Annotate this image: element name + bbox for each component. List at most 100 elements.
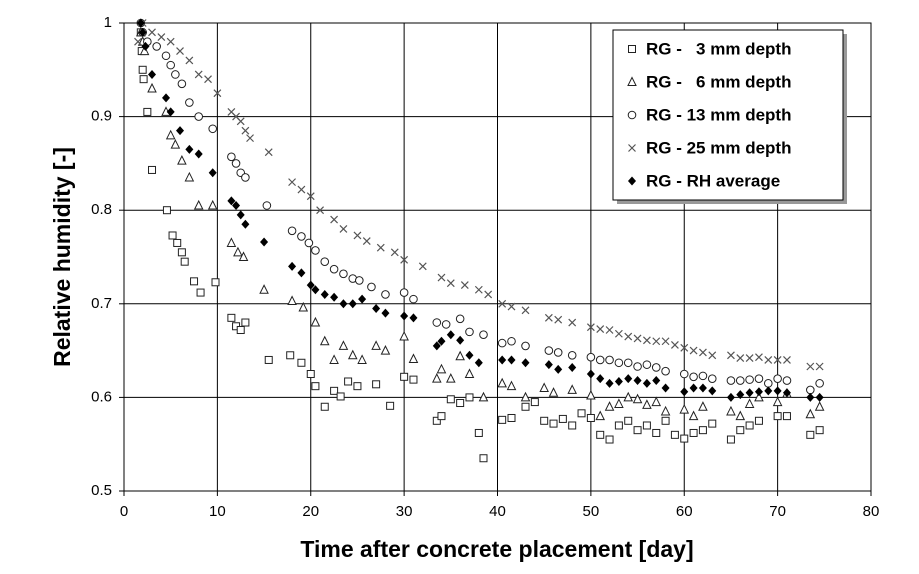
point bbox=[688, 410, 699, 421]
point bbox=[586, 369, 595, 379]
point bbox=[297, 185, 306, 194]
point bbox=[446, 395, 455, 404]
point bbox=[259, 284, 269, 294]
x-tick-label: 0 bbox=[120, 503, 128, 520]
point bbox=[544, 360, 553, 370]
point bbox=[286, 351, 295, 360]
y-tick-label: 0.5 bbox=[91, 482, 112, 499]
point bbox=[586, 413, 595, 422]
legend-marker bbox=[628, 176, 636, 186]
point bbox=[330, 292, 339, 302]
point bbox=[605, 378, 614, 388]
point bbox=[162, 93, 171, 103]
point bbox=[465, 350, 474, 360]
point bbox=[437, 336, 446, 346]
point bbox=[446, 279, 455, 288]
point bbox=[161, 51, 171, 61]
point bbox=[148, 165, 157, 174]
point bbox=[329, 264, 339, 274]
point bbox=[596, 325, 605, 333]
point bbox=[652, 428, 661, 437]
point bbox=[176, 47, 184, 56]
point bbox=[381, 290, 390, 299]
point bbox=[170, 139, 181, 149]
point bbox=[138, 65, 147, 74]
point bbox=[260, 237, 269, 247]
point bbox=[204, 75, 212, 84]
point bbox=[162, 206, 171, 215]
point bbox=[698, 371, 708, 381]
point bbox=[304, 238, 314, 248]
point bbox=[652, 376, 661, 386]
point bbox=[680, 343, 689, 352]
legend-label: RG - 25 mm depth bbox=[646, 138, 791, 157]
point bbox=[262, 201, 272, 210]
point bbox=[815, 362, 824, 371]
point bbox=[139, 75, 148, 84]
point bbox=[754, 391, 764, 402]
x-tick-label: 60 bbox=[676, 503, 693, 520]
point bbox=[432, 318, 442, 327]
point bbox=[400, 255, 409, 264]
point bbox=[745, 388, 754, 398]
point bbox=[408, 353, 419, 364]
point bbox=[605, 326, 614, 334]
point bbox=[689, 428, 698, 437]
point bbox=[614, 421, 623, 430]
point bbox=[456, 335, 465, 345]
point bbox=[185, 56, 194, 65]
point bbox=[241, 126, 250, 135]
point bbox=[782, 388, 791, 398]
point bbox=[530, 398, 539, 407]
point bbox=[134, 37, 142, 46]
point bbox=[708, 419, 717, 428]
legend bbox=[612, 29, 844, 201]
point bbox=[764, 356, 773, 364]
point bbox=[147, 82, 157, 93]
point bbox=[507, 336, 516, 346]
point bbox=[670, 341, 679, 349]
point bbox=[544, 346, 554, 355]
point bbox=[497, 377, 507, 388]
point bbox=[479, 330, 488, 339]
point bbox=[166, 60, 175, 70]
point bbox=[372, 303, 381, 313]
point bbox=[632, 393, 643, 404]
point bbox=[311, 382, 320, 391]
point bbox=[642, 378, 651, 388]
point bbox=[754, 387, 763, 397]
point bbox=[544, 313, 553, 322]
point bbox=[465, 393, 474, 402]
point bbox=[380, 344, 391, 355]
point bbox=[698, 383, 707, 393]
point bbox=[540, 416, 549, 425]
point bbox=[399, 330, 409, 341]
point bbox=[456, 399, 465, 408]
point bbox=[745, 375, 754, 384]
point bbox=[699, 348, 707, 357]
point bbox=[586, 352, 596, 362]
point bbox=[376, 243, 385, 252]
point bbox=[400, 372, 409, 381]
x-tick-label: 80 bbox=[863, 503, 880, 520]
point bbox=[624, 332, 633, 341]
point bbox=[320, 257, 330, 266]
legend-marker bbox=[628, 144, 636, 152]
point bbox=[213, 89, 222, 98]
point bbox=[353, 382, 362, 391]
point bbox=[736, 354, 745, 363]
point bbox=[330, 215, 339, 224]
point bbox=[148, 28, 156, 37]
point bbox=[521, 306, 530, 315]
point bbox=[176, 126, 185, 136]
point bbox=[745, 354, 754, 363]
point bbox=[320, 402, 329, 411]
point bbox=[754, 374, 764, 383]
point bbox=[196, 288, 205, 297]
point bbox=[166, 107, 175, 117]
point bbox=[347, 349, 358, 360]
point bbox=[329, 354, 339, 364]
point bbox=[316, 206, 325, 215]
point bbox=[233, 246, 243, 257]
